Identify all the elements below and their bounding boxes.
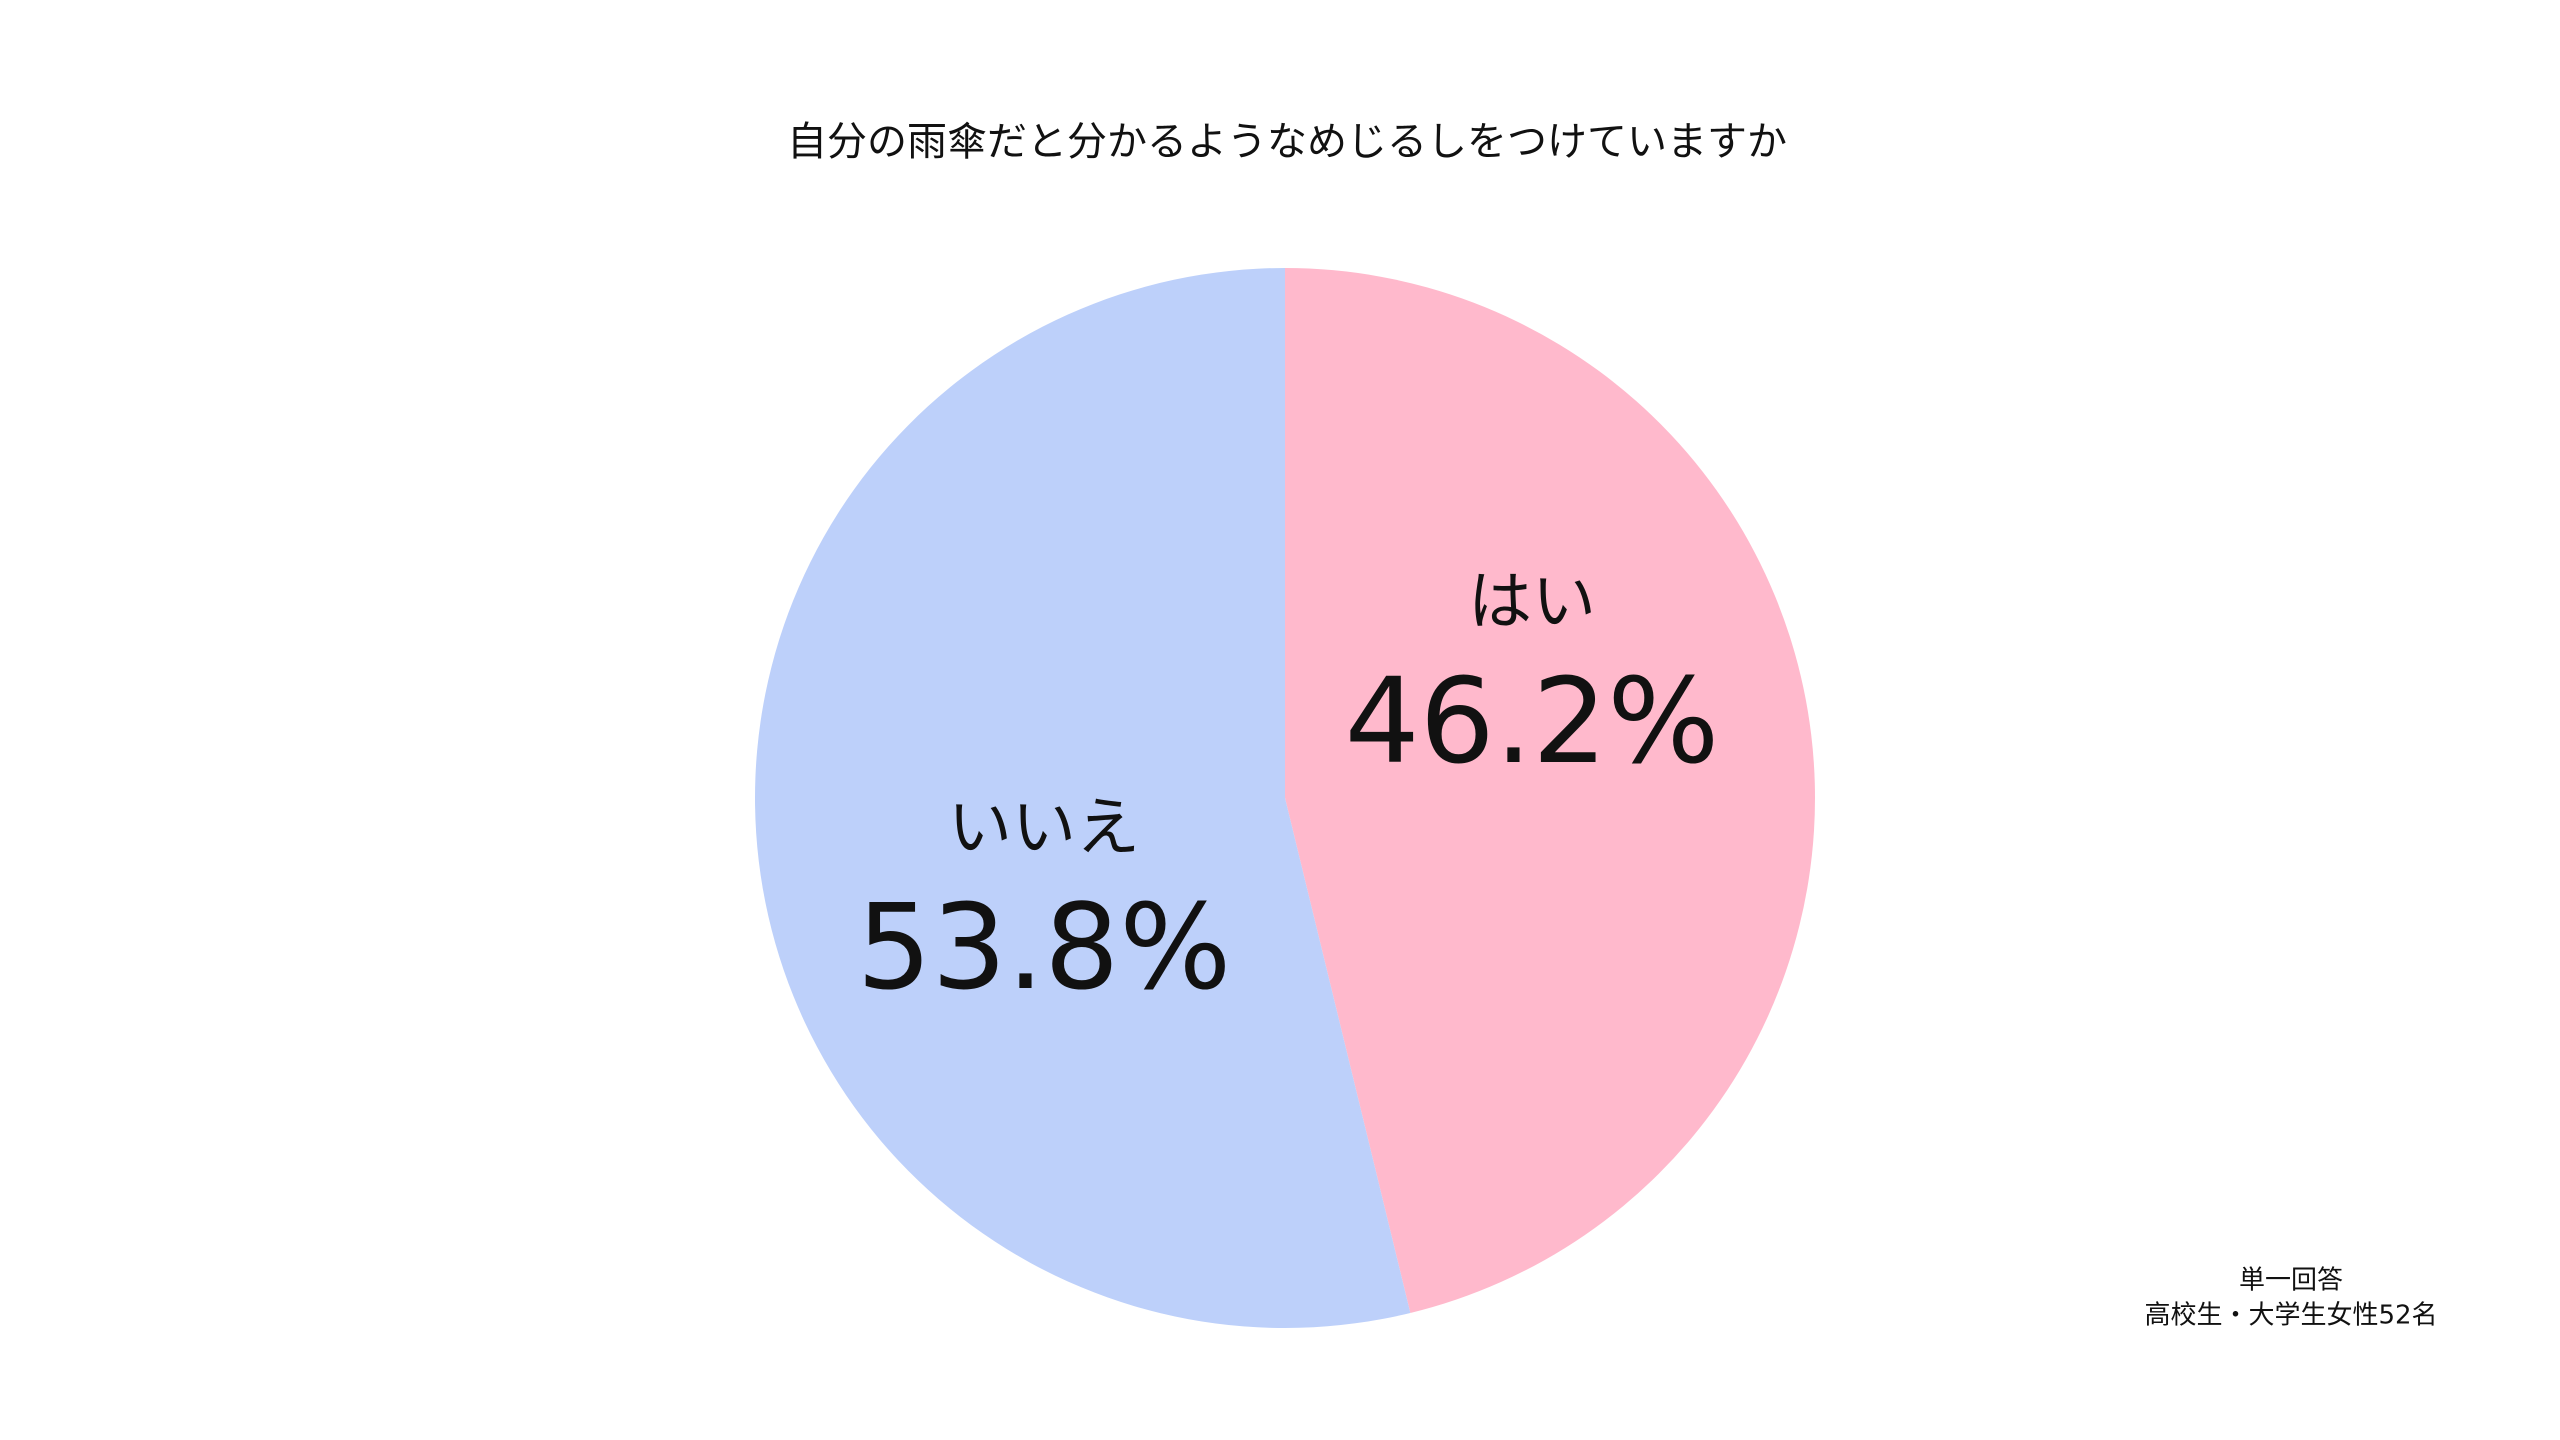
slice-label: いいえ xyxy=(948,792,1140,866)
pie-slice xyxy=(1285,268,1816,1313)
note: 単一回答 xyxy=(2239,1266,2343,1296)
slice-label: はい xyxy=(1468,566,1596,640)
pie-slice xyxy=(755,268,1411,1328)
note: 高校生・大学生女性52名 xyxy=(2144,1301,2437,1331)
chart-title: 自分の雨傘だと分かるようなめじるしをつけていますか xyxy=(787,119,1787,165)
value-label: 46.2% xyxy=(1345,652,1720,790)
value-label: 53.8% xyxy=(857,878,1232,1016)
